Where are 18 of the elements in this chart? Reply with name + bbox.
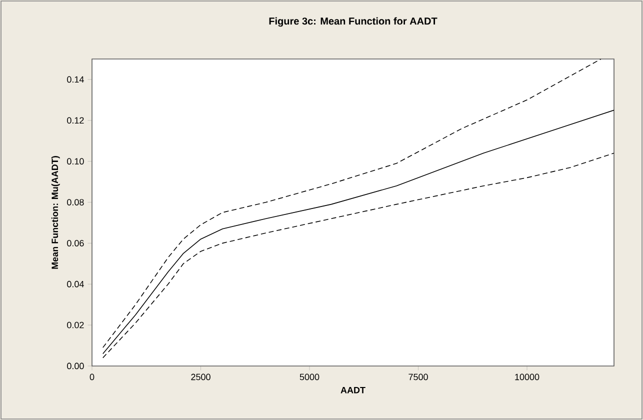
x-tick-label: 2500 — [191, 374, 210, 380]
x-tick-label: 10000 — [515, 374, 540, 380]
y-tick-label: 0.04 — [67, 280, 84, 288]
x-tick-label: 0 — [90, 374, 94, 380]
y-tick-label: 0.02 — [67, 322, 84, 328]
y-tick-label: 0.06 — [67, 240, 84, 246]
x-axis-title: AADT — [340, 387, 366, 394]
x-tick-label: 7500 — [408, 374, 428, 380]
x-tick-label: 5000 — [300, 374, 320, 380]
y-tick-label: 0.14 — [67, 76, 84, 83]
y-tick-label: 0.10 — [67, 158, 84, 165]
chart-title: Figure 3c: Mean Function for AADT — [269, 17, 438, 27]
y-tick-label: 0.12 — [67, 117, 84, 124]
line-series — [102, 58, 602, 348]
y-tick-label: 0.00 — [67, 362, 84, 370]
y-axis-title: Mean Function: Mu(AADT) — [51, 156, 60, 269]
y-tick-label: 0.08 — [67, 199, 84, 206]
line-series — [102, 110, 614, 354]
